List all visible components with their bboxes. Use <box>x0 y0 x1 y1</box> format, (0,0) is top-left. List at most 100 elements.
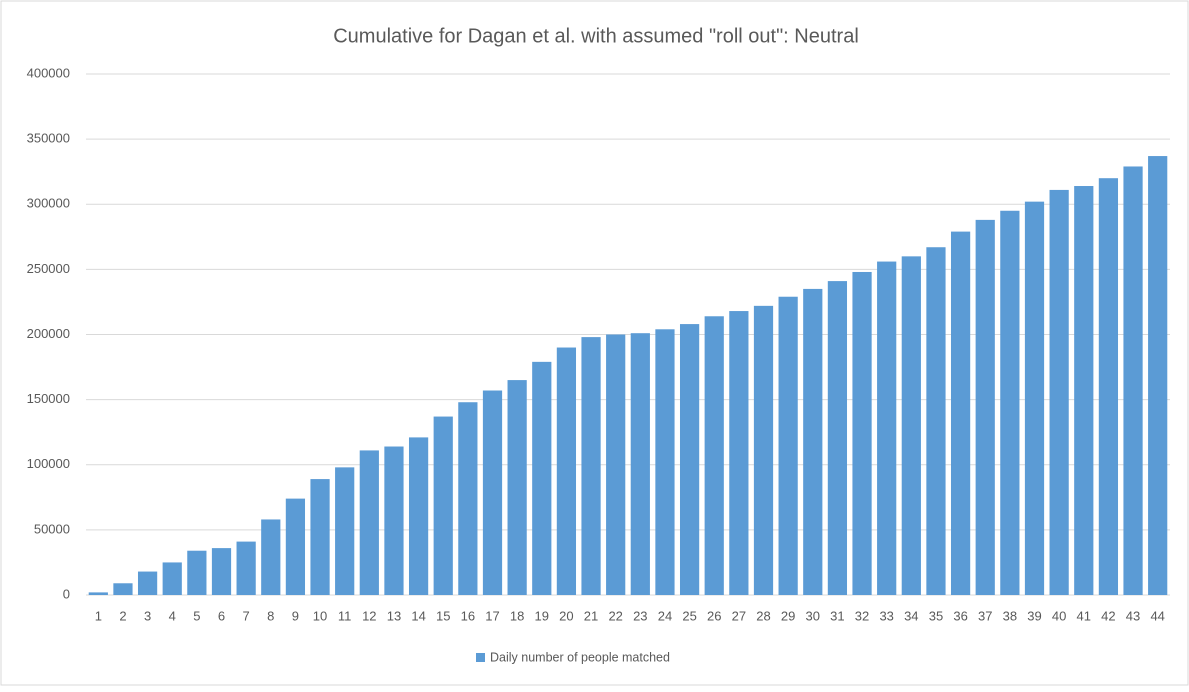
x-tick-label: 11 <box>338 608 352 623</box>
bar <box>458 402 478 595</box>
bar <box>950 231 971 596</box>
x-tick-label: 17 <box>485 608 499 623</box>
bar <box>1074 186 1094 595</box>
x-tick-label: 14 <box>411 608 425 623</box>
x-tick-label: 20 <box>559 608 573 623</box>
bar <box>827 281 848 595</box>
chart-title: Cumulative for Dagan et al. with assumed… <box>333 25 859 47</box>
bar <box>556 347 577 595</box>
x-tick-label: 32 <box>855 608 869 623</box>
bar <box>285 498 306 595</box>
x-tick-label: 24 <box>658 608 672 623</box>
x-tick-label: 4 <box>169 608 176 623</box>
x-tick-label: 38 <box>1003 608 1017 623</box>
bar <box>532 361 552 595</box>
x-tick-label: 27 <box>732 608 746 623</box>
bar <box>852 271 872 595</box>
bar <box>655 329 675 595</box>
bar <box>359 450 379 595</box>
y-tick-label: 0 <box>63 586 70 601</box>
x-tick-label: 41 <box>1077 608 1091 623</box>
bar <box>630 333 650 595</box>
x-tick-label: 19 <box>535 608 549 623</box>
bar <box>211 548 232 595</box>
x-tick-label: 31 <box>830 608 844 623</box>
x-tick-label: 28 <box>756 608 770 623</box>
x-tick-label: 18 <box>510 608 524 623</box>
bar <box>187 550 207 595</box>
x-tick-label: 2 <box>119 608 126 623</box>
x-tick-label: 22 <box>608 608 622 623</box>
bar <box>753 305 774 595</box>
bar <box>1049 189 1069 596</box>
bar <box>877 261 897 595</box>
y-tick-label: 350000 <box>27 131 70 146</box>
bar <box>926 247 946 596</box>
x-tick-label: 34 <box>904 608 918 623</box>
bar <box>335 467 355 595</box>
bar <box>310 479 330 595</box>
bar <box>137 571 158 595</box>
y-tick-label: 150000 <box>27 391 70 406</box>
x-tick-label: 8 <box>267 608 274 623</box>
x-tick-label: 5 <box>193 608 200 623</box>
x-tick-label: 12 <box>362 608 376 623</box>
x-tick-label: 25 <box>682 608 696 623</box>
legend-swatch <box>476 653 485 662</box>
x-tick-label: 29 <box>781 608 795 623</box>
x-tick-label: 40 <box>1052 608 1066 623</box>
bar <box>1000 210 1020 595</box>
bar <box>88 592 108 595</box>
bar <box>901 256 921 595</box>
y-tick-label: 200000 <box>27 326 70 341</box>
legend-label: Daily number of people matched <box>490 650 670 664</box>
bar <box>113 583 133 595</box>
x-tick-label: 33 <box>879 608 893 623</box>
bar <box>679 324 700 595</box>
bar <box>507 380 527 595</box>
bar <box>1148 156 1168 595</box>
y-tick-label: 50000 <box>34 521 70 536</box>
y-tick-label: 250000 <box>27 261 70 276</box>
bar <box>975 219 995 595</box>
bar <box>408 437 429 595</box>
x-tick-label: 26 <box>707 608 721 623</box>
bar <box>162 562 182 595</box>
x-tick-label: 44 <box>1150 608 1164 623</box>
x-tick-label: 42 <box>1101 608 1115 623</box>
y-tick-label: 100000 <box>27 456 70 471</box>
x-tick-label: 35 <box>929 608 943 623</box>
x-tick-label: 13 <box>387 608 401 623</box>
x-tick-label: 3 <box>144 608 151 623</box>
bar <box>1098 178 1119 595</box>
x-tick-label: 43 <box>1126 608 1140 623</box>
x-tick-label: 30 <box>806 608 820 623</box>
y-tick-label: 300000 <box>27 196 70 211</box>
bar <box>261 519 281 595</box>
x-tick-label: 16 <box>461 608 475 623</box>
bar <box>606 334 626 595</box>
x-tick-label: 9 <box>292 608 299 623</box>
bar <box>384 446 404 595</box>
bar <box>704 316 724 595</box>
bar <box>729 311 749 595</box>
bar <box>1024 201 1045 595</box>
bar <box>581 337 601 595</box>
x-tick-label: 37 <box>978 608 992 623</box>
x-tick-label: 1 <box>95 608 102 623</box>
x-tick-label: 39 <box>1027 608 1041 623</box>
x-tick-label: 21 <box>584 608 598 623</box>
y-tick-label: 400000 <box>27 65 70 80</box>
x-tick-label: 10 <box>313 608 327 623</box>
x-tick-label: 36 <box>953 608 967 623</box>
x-tick-label: 6 <box>218 608 225 623</box>
bar <box>803 288 823 595</box>
bar <box>1123 166 1143 596</box>
bar <box>236 541 256 595</box>
x-tick-label: 23 <box>633 608 647 623</box>
bar <box>482 390 503 595</box>
x-tick-label: 7 <box>243 608 250 623</box>
bar <box>778 296 798 595</box>
